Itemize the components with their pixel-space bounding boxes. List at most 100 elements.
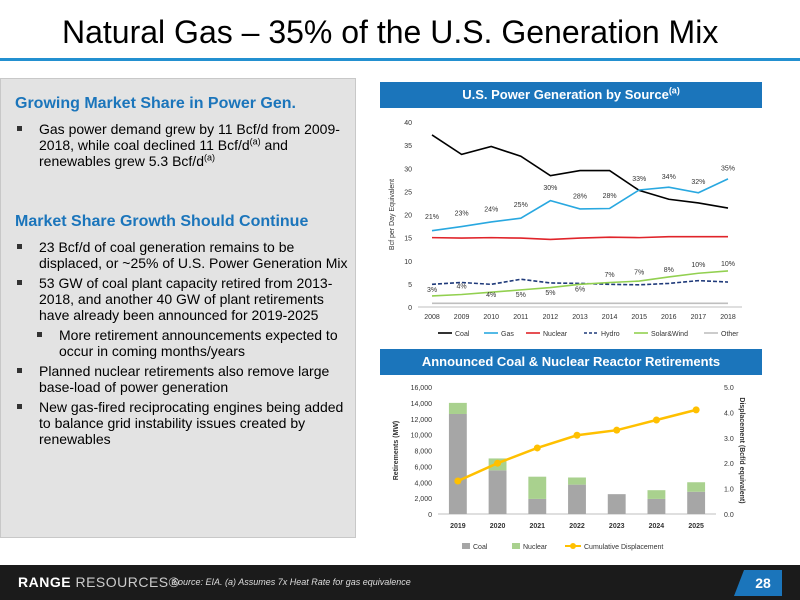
bar-coal [607,494,626,514]
displacement-point [652,416,660,424]
displacement-point [454,477,462,485]
bar-coal [528,498,547,514]
section1-bullet-list: Gas power demand grew by 11 Bcf/d from 2… [15,121,355,173]
renewables-share-label: 5% [516,292,526,299]
y-tick-label: 14,000 [411,401,433,408]
x-tick-label: 2024 [649,523,665,530]
y-tick-label: 20 [404,213,412,220]
gas-share-label: 33% [632,176,646,183]
x-tick-label: 2013 [572,314,588,321]
displacement-point [692,406,700,414]
x-tick-label: 2008 [424,314,440,321]
legend-label: Other [721,331,739,338]
x-tick-label: 2022 [569,523,585,530]
bar-nuclear [528,476,547,499]
bar-coal [568,484,586,514]
x-tick-label: 2017 [691,314,707,321]
x-tick-label: 2018 [720,314,736,321]
gas-share-label: 34% [662,174,676,181]
series-line-nuclear [431,235,728,241]
x-tick-label: 2015 [631,314,647,321]
legend-label: Coal [455,331,470,338]
footer-bar: RANGE RESOURCES® Source: EIA. (a) Assume… [0,565,800,600]
y-axis-title: Retirements (MW) [393,421,400,481]
bullet-coal-displaced: 23 Bcf/d of coal generation remains to b… [15,239,355,271]
renewables-share-label: 5% [545,290,555,297]
gas-share-label: 28% [603,193,617,200]
y-tick-label: 15 [404,236,412,243]
legend-swatch [462,543,470,549]
x-tick-label: 2021 [529,523,545,530]
x-tick-label: 2025 [688,523,704,530]
y-tick-label: 25 [404,189,412,196]
y-tick-label: 4,000 [414,480,432,487]
title-divider [0,58,800,61]
y-tick-label: 16,000 [411,385,433,392]
renewables-share-label: 4% [457,284,467,291]
y-tick-label: 10,000 [411,433,433,440]
displacement-point [573,431,581,439]
renewables-share-label: 10% [721,261,735,268]
renewables-share-label: 4% [486,292,496,299]
series-line-gas [431,178,729,232]
bar-coal [488,470,507,514]
chart2-title: Announced Coal & Nuclear Reactor Retirem… [380,349,762,375]
displacement-point [494,459,502,467]
y2-tick-label: 4.0 [724,410,734,417]
y2-tick-label: 1.0 [724,487,734,494]
left-text-panel: Growing Market Share in Power Gen. Gas p… [0,78,356,538]
y2-tick-label: 3.0 [724,436,734,443]
renewables-share-label: 6% [575,286,585,293]
bar-nuclear [647,490,666,499]
bullet-more-retirements: More retirement announcements expected t… [15,327,355,359]
page-number: 28 [734,570,782,596]
x-tick-label: 2014 [602,314,618,321]
gas-share-label: 23% [455,210,469,217]
section-heading-share-growth: Market Share Growth Should Continue [15,213,309,230]
renewables-share-label: 7% [634,270,644,277]
source-note: Source: EIA. (a) Assumes 7x Heat Rate fo… [172,577,411,587]
y-tick-label: 10 [404,259,412,266]
legend-label: Hydro [601,331,620,338]
y2-axis-title: Displacement (Bcf/d equivalent) [738,397,745,503]
x-tick-label: 2012 [543,314,559,321]
legend-label: Gas [501,331,514,338]
x-tick-label: 2023 [609,523,625,530]
y2-tick-label: 0.0 [724,512,734,519]
gas-share-label: 32% [691,179,705,186]
bar-coal [448,413,467,514]
legend-label: Nuclear [523,544,548,551]
generation-line-chart: 0 5 10 15 20 25 30 35 40 2008 2009 2010 2011 2012 2013… [389,120,742,338]
legend-label: Coal [473,544,488,551]
series-line-hydro [431,278,729,286]
legend-label: Nuclear [543,331,568,338]
y-tick-label: 0 [428,512,432,519]
x-tick-label: 2019 [450,523,466,530]
retirements-bar-chart: 0 2,000 4,000 6,000 8,000 10,000 12,000 14,000 1… [393,385,745,551]
company-logo: RANGE RESOURCES® [18,574,180,590]
y-tick-label: 8,000 [414,449,432,456]
bar-coal [647,498,666,514]
y-tick-label: 30 [404,166,412,173]
legend-label: Cumulative Displacement [584,544,663,551]
legend-label: Solar&Wind [651,331,688,338]
bar-coal [687,491,706,514]
y-tick-label: 6,000 [414,464,432,471]
chart1-title: U.S. Power Generation by Source(a) [380,82,762,108]
renewables-share-label: 7% [605,272,615,279]
gas-share-label: 35% [721,166,735,173]
legend-swatch [512,543,520,549]
bullet-coal-retired: 53 GW of coal plant capacity retired fro… [15,275,355,323]
gas-share-label: 24% [484,206,498,213]
bullet-gas-demand: Gas power demand grew by 11 Bcf/d from 2… [15,121,355,169]
x-tick-label: 2009 [454,314,470,321]
bar-nuclear [448,402,467,414]
bullet-nuclear-retirements: Planned nuclear retirements also remove … [15,363,355,395]
page-title: Natural Gas – 35% of the U.S. Generation… [62,14,719,50]
displacement-point [533,444,541,452]
gas-share-label: 25% [514,202,528,209]
bullet-reciprocating-engines: New gas-fired reciprocating engines bein… [15,399,355,447]
section2-bullet-list: 23 Bcf/d of coal generation remains to b… [15,239,355,451]
x-tick-label: 2010 [483,314,499,321]
y-tick-label: 40 [404,120,412,127]
